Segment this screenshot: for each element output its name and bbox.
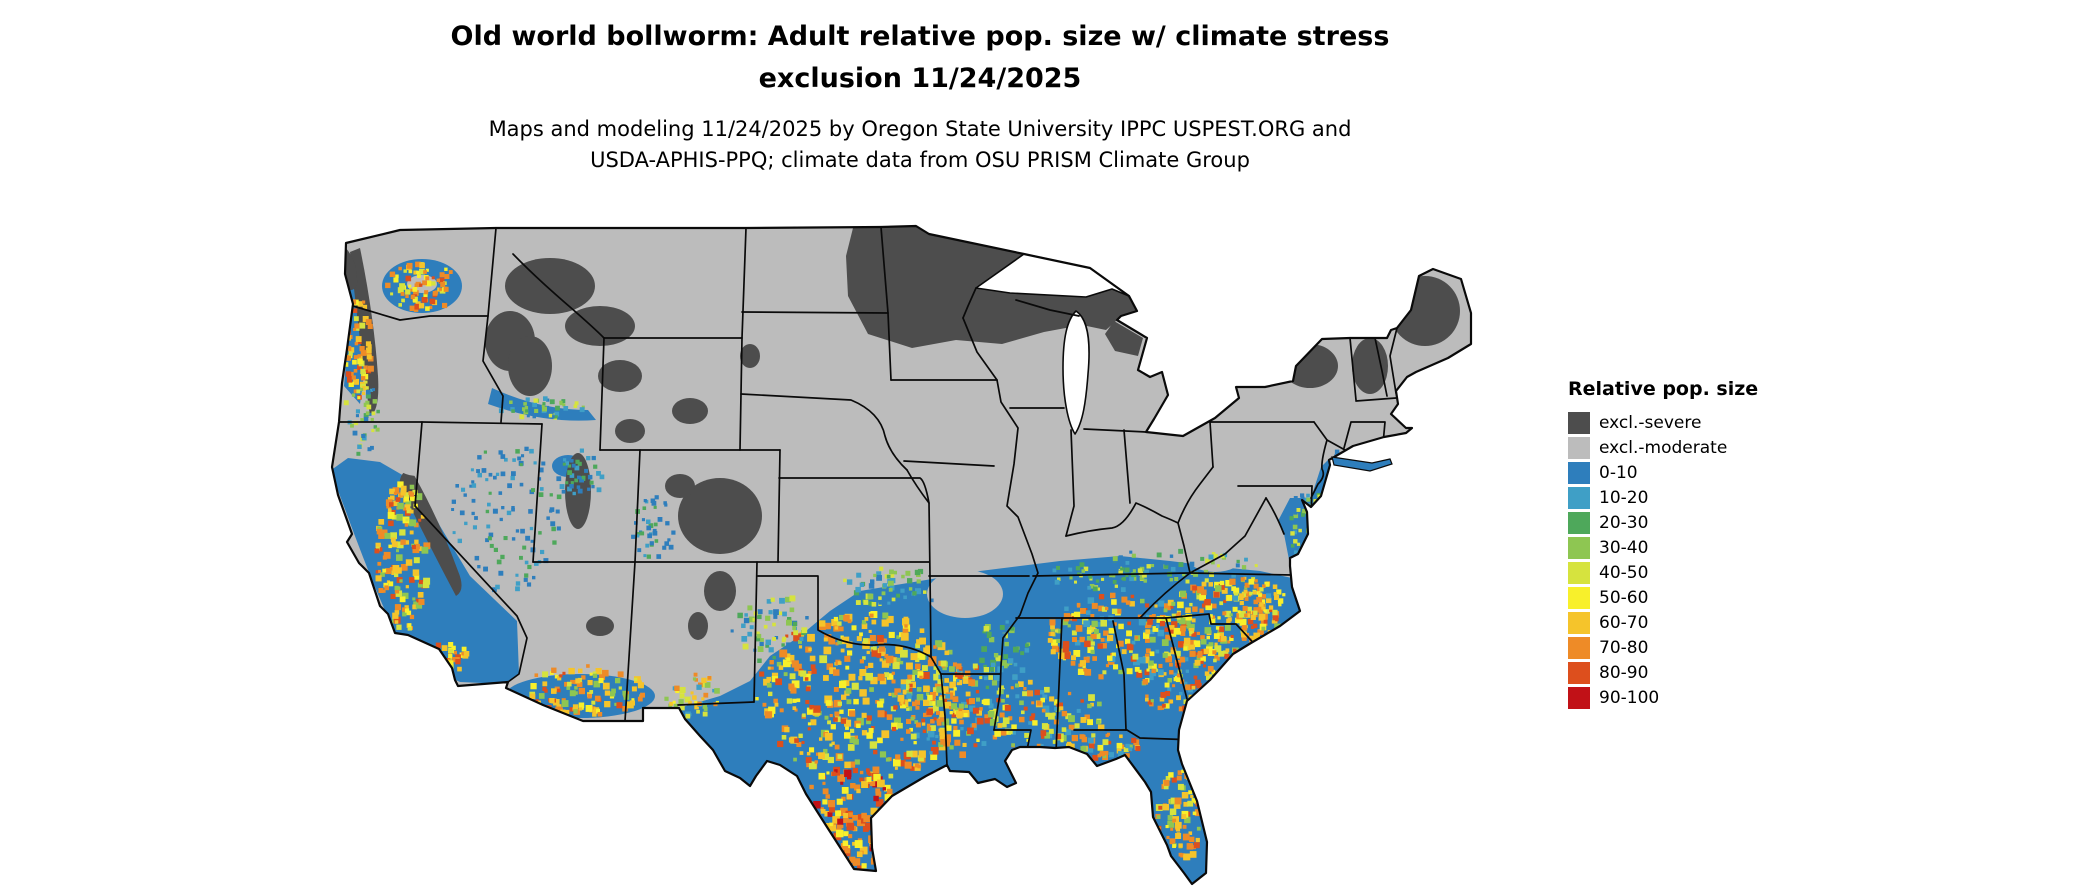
arizona-north-severe xyxy=(586,616,614,636)
legend-swatch xyxy=(1568,586,1590,609)
legend-item-20-30: 20-30 xyxy=(1568,510,1808,535)
legend-label: 60-70 xyxy=(1599,612,1649,633)
maine-severe xyxy=(1390,276,1460,346)
us-map xyxy=(300,222,1530,890)
wyoming-severe-1 xyxy=(598,360,642,392)
legend-item-0-10: 0-10 xyxy=(1568,460,1808,485)
legend-item-70-80: 70-80 xyxy=(1568,635,1808,660)
ozark-moderate xyxy=(927,570,1003,618)
page-subtitle-line1: Maps and modeling 11/24/2025 by Oregon S… xyxy=(488,116,1352,141)
page-title-line1: Old world bollworm: Adult relative pop. … xyxy=(450,21,1390,52)
legend-label: excl.-moderate xyxy=(1599,437,1728,458)
map-header: Old world bollworm: Adult relative pop. … xyxy=(300,16,1540,177)
new-mexico-severe-2 xyxy=(688,612,708,640)
california-blue-region xyxy=(332,458,519,684)
page-subtitle-line2: USDA-APHIS-PPQ; climate data from OSU PR… xyxy=(590,148,1250,173)
legend-swatch xyxy=(1568,561,1590,584)
legend-swatch xyxy=(1568,511,1590,534)
midatlantic-blue-region xyxy=(1278,452,1345,575)
cascades-severe xyxy=(350,248,379,416)
us-outline xyxy=(330,224,1473,886)
population-speckles xyxy=(343,261,1379,873)
long-island xyxy=(1331,456,1393,472)
legend-swatch xyxy=(1568,461,1590,484)
legend-item-10-20: 10-20 xyxy=(1568,485,1808,510)
wyoming-severe-2 xyxy=(672,398,708,424)
black-hills-severe xyxy=(740,344,760,368)
legend-item-50-60: 50-60 xyxy=(1568,585,1808,610)
page-subtitle: Maps and modeling 11/24/2025 by Oregon S… xyxy=(300,114,1540,177)
legend-label: 90-100 xyxy=(1599,687,1660,708)
legend-item-90-100: 90-100 xyxy=(1568,685,1808,710)
page-title: Old world bollworm: Adult relative pop. … xyxy=(300,16,1540,100)
legend-swatch xyxy=(1568,486,1590,509)
legend-item-40-50: 40-50 xyxy=(1568,560,1808,585)
legend-label: 40-50 xyxy=(1599,562,1649,583)
legend-swatch xyxy=(1568,411,1590,434)
idaho-severe-2 xyxy=(508,336,552,396)
lake-michigan xyxy=(1062,310,1090,435)
legend-item-30-40: 30-40 xyxy=(1568,535,1808,560)
legend-item-excl-moderate: excl.-moderate xyxy=(1568,435,1808,460)
legend-label: 20-30 xyxy=(1599,512,1649,533)
legend-title: Relative pop. size xyxy=(1568,378,1759,400)
state-borders xyxy=(338,226,1398,766)
new-mexico-severe-1 xyxy=(704,571,736,611)
colorado-severe-1 xyxy=(678,478,762,554)
legend-label: 30-40 xyxy=(1599,537,1649,558)
colorado-severe-2 xyxy=(665,474,695,498)
legend-item-60-70: 60-70 xyxy=(1568,610,1808,635)
legend-swatch xyxy=(1568,611,1590,634)
legend-label: 50-60 xyxy=(1599,587,1649,608)
legend-label: 10-20 xyxy=(1599,487,1649,508)
legend-swatch xyxy=(1568,661,1590,684)
legend-swatch xyxy=(1568,636,1590,659)
legend-swatch xyxy=(1568,536,1590,559)
new-england-severe xyxy=(1352,338,1388,394)
legend-label: 80-90 xyxy=(1599,662,1649,683)
north-michigan-severe xyxy=(1105,321,1143,356)
snake-plain-blue xyxy=(488,388,596,421)
legend-swatch xyxy=(1568,686,1590,709)
legend-label: 0-10 xyxy=(1599,462,1638,483)
montana-severe-1 xyxy=(505,258,595,314)
legend-swatch xyxy=(1568,436,1590,459)
wyoming-severe-3 xyxy=(615,419,645,443)
legend: Relative pop. size excl.-severe excl.-mo… xyxy=(1568,378,1808,710)
us-map-svg xyxy=(330,224,1473,886)
legend-label: 70-80 xyxy=(1599,637,1649,658)
legend-item-excl-severe: excl.-severe xyxy=(1568,410,1808,435)
great-lakes xyxy=(975,253,1130,435)
legend-label: excl.-severe xyxy=(1599,412,1702,433)
legend-item-80-90: 80-90 xyxy=(1568,660,1808,685)
page-title-line2: exclusion 11/24/2025 xyxy=(758,62,1082,94)
montana-severe-2 xyxy=(565,306,635,346)
